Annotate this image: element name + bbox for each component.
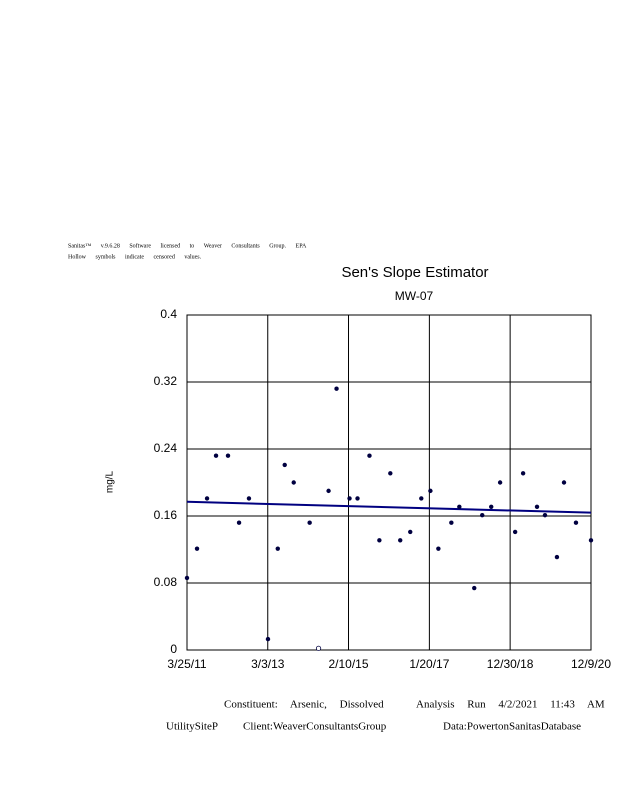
y-tick-label: 0.16 (154, 508, 178, 522)
data-point (398, 538, 403, 543)
y-tick-label: 0.24 (154, 441, 178, 455)
site: UtilitySiteP (166, 721, 218, 733)
y-tick-label: 0 (170, 642, 177, 656)
data-point (480, 512, 485, 518)
client: Client:WeaverConsultantsGroup (243, 721, 387, 733)
data-point (246, 496, 252, 501)
plot-frame (186, 314, 592, 651)
data-point (561, 480, 567, 485)
data-point (408, 529, 413, 535)
data-point (213, 453, 219, 458)
x-tick-label: 1/20/17 (409, 657, 449, 671)
hollow-note: Hollow symbols indicate censored values. (68, 254, 202, 260)
data-point (449, 520, 454, 525)
x-tick-label: 3/25/11 (167, 657, 206, 671)
data-point (367, 453, 372, 458)
data-point (355, 496, 360, 501)
data-point (436, 546, 441, 551)
data-point (265, 636, 271, 642)
data-point (282, 462, 287, 468)
data-point (419, 496, 424, 501)
chart-subtitle: MW-07 (395, 289, 434, 303)
data-point (225, 453, 231, 458)
data-point (542, 512, 548, 518)
data-point (457, 504, 462, 509)
data-point (534, 504, 540, 509)
data-point (334, 386, 339, 391)
x-tick-label: 2/10/15 (328, 657, 368, 671)
data-point (554, 554, 560, 560)
data-point (512, 529, 518, 535)
data-point (388, 471, 393, 476)
x-tick-label: 12/30/18 (487, 657, 534, 671)
data-point (184, 575, 190, 581)
data-point (291, 480, 296, 485)
data-point (377, 538, 382, 543)
data-point (347, 496, 352, 501)
data-point (573, 520, 579, 525)
data-point (275, 546, 280, 551)
data-point (236, 520, 242, 525)
y-tick-label: 0.4 (160, 307, 177, 321)
data-point (497, 480, 503, 485)
analysis-run: Analysis Run 4/2/2021 11:43 AM (416, 699, 605, 711)
data-point (204, 496, 210, 501)
data-point (588, 538, 594, 543)
chart-title: Sen's Slope Estimator (341, 264, 488, 281)
data-point (428, 488, 433, 494)
y-axis-label: mg/L (105, 470, 116, 493)
trend-line (186, 500, 592, 514)
database: Data:PowertonSanitasDatabase (443, 721, 581, 733)
y-tick-label: 0.08 (154, 575, 178, 589)
license-note: Sanitas™ v.9.6.28 Software licensed to W… (68, 242, 307, 249)
x-tick-label: 3/3/13 (251, 657, 285, 671)
data-point (315, 645, 322, 651)
data-point (520, 471, 526, 476)
data-point (489, 504, 494, 509)
data-point (307, 520, 312, 525)
y-tick-label: 0.32 (154, 374, 178, 388)
data-point (326, 488, 331, 494)
data-point (194, 546, 200, 551)
x-tick-label: 12/9/20 (571, 657, 611, 671)
data-point (472, 585, 477, 591)
constituent: Constituent: Arsenic, Dissolved (224, 699, 384, 711)
